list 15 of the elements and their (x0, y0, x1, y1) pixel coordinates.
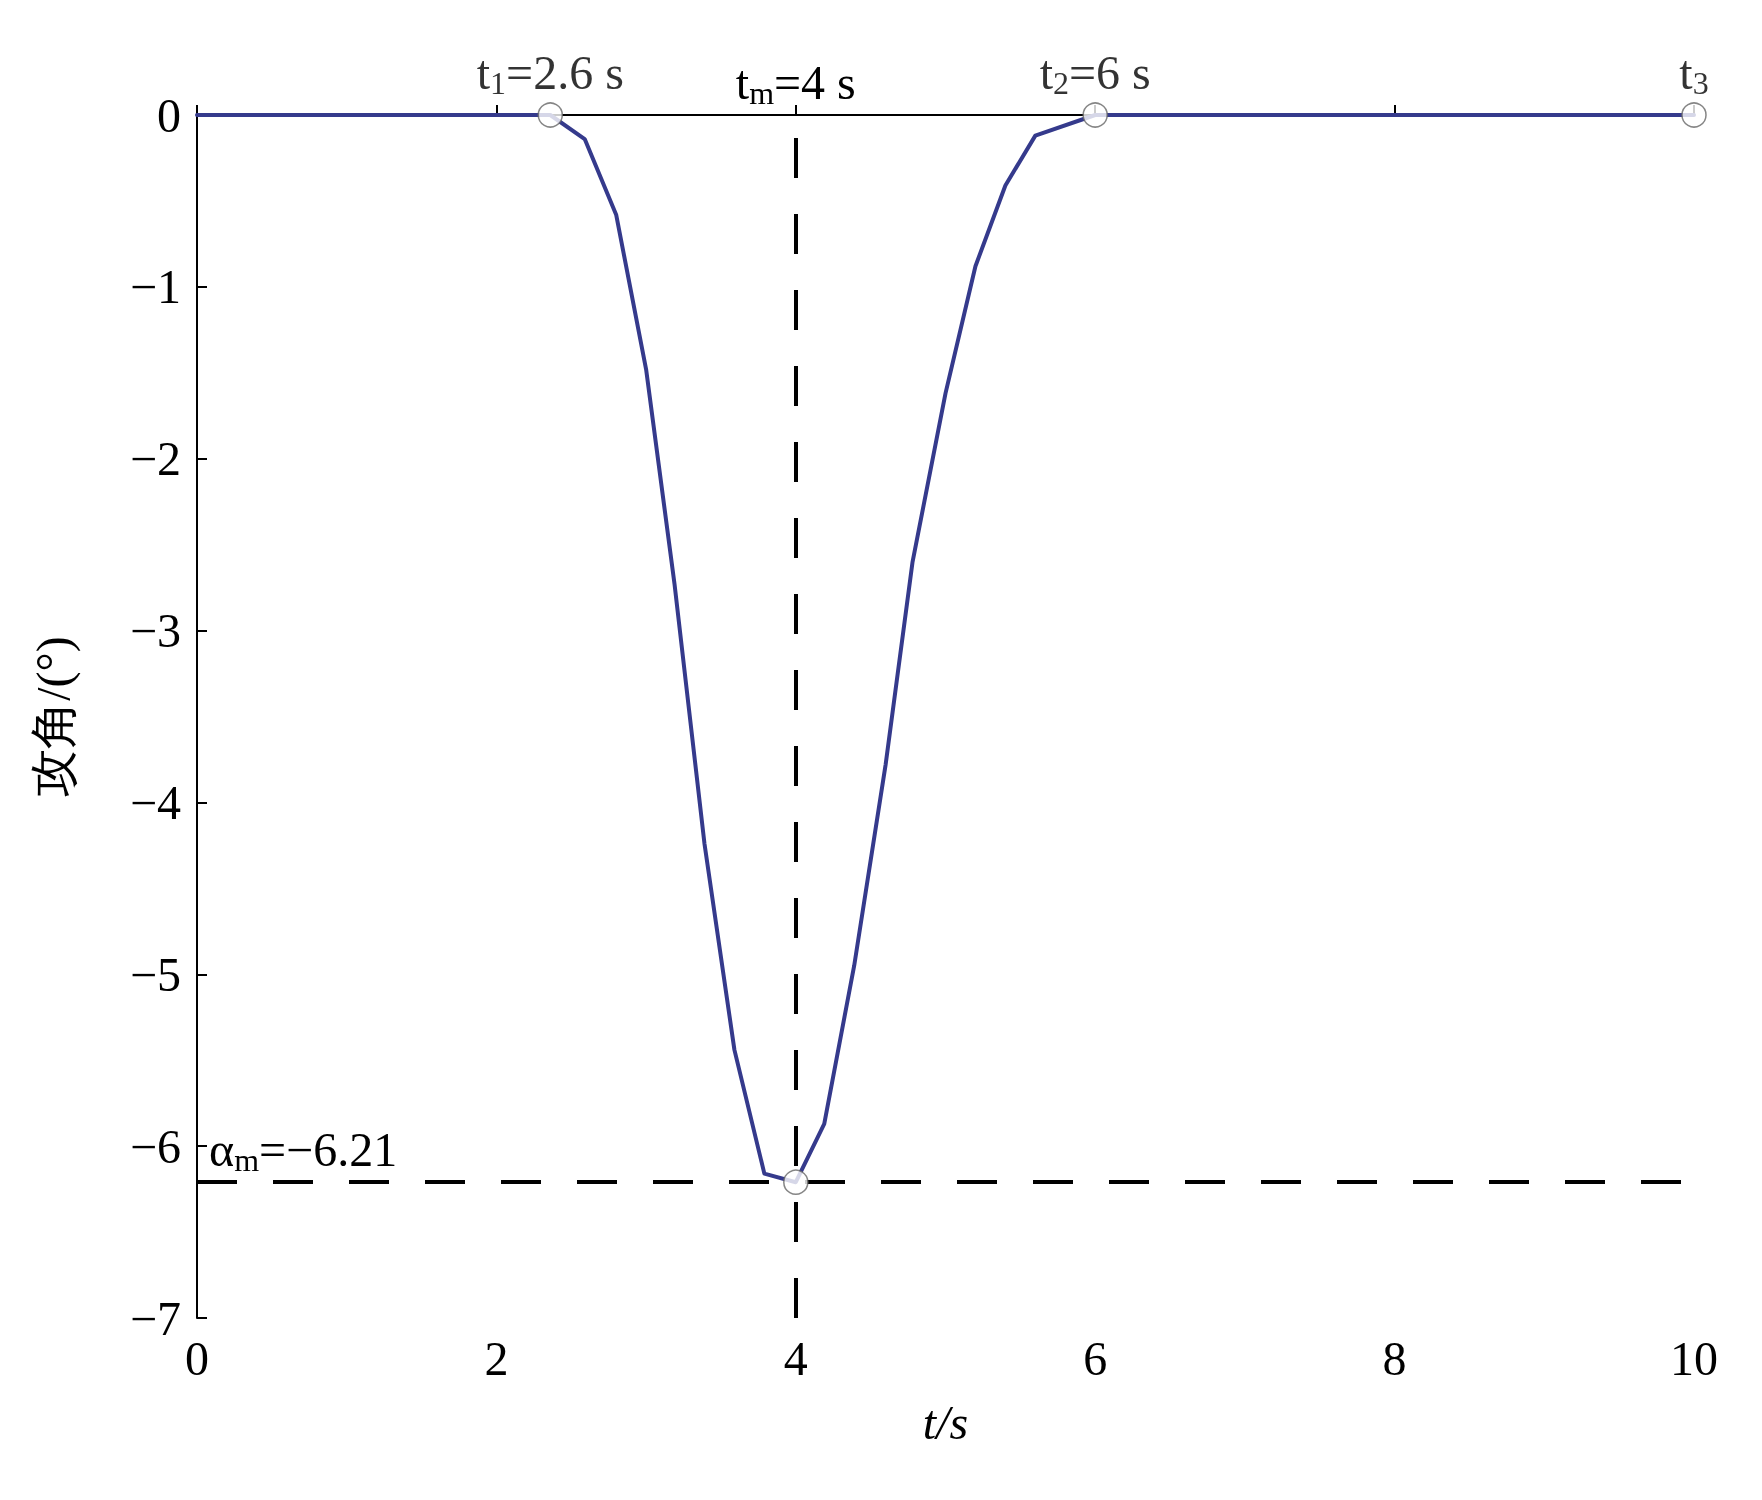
x-tick-label: 6 (1083, 1331, 1108, 1385)
x-tick-label: 10 (1670, 1331, 1718, 1385)
y-tick-label: 0 (157, 88, 181, 142)
y-tick-label: −1 (129, 260, 181, 314)
x-tick-label: 2 (484, 1331, 509, 1385)
y-tick-label: −3 (129, 604, 181, 658)
y-tick-label: −2 (129, 432, 181, 486)
y-tick-label: −6 (129, 1119, 181, 1173)
y-tick-label: −4 (129, 775, 181, 829)
x-axis-title: t/s (922, 1395, 969, 1449)
y-tick-label: −7 (129, 1291, 181, 1345)
y-axis-title: 攻角/(°) (26, 636, 81, 797)
x-tick-label: 8 (1382, 1331, 1407, 1385)
y-tick-label: −5 (129, 947, 181, 1001)
x-tick-label: 4 (783, 1331, 808, 1385)
